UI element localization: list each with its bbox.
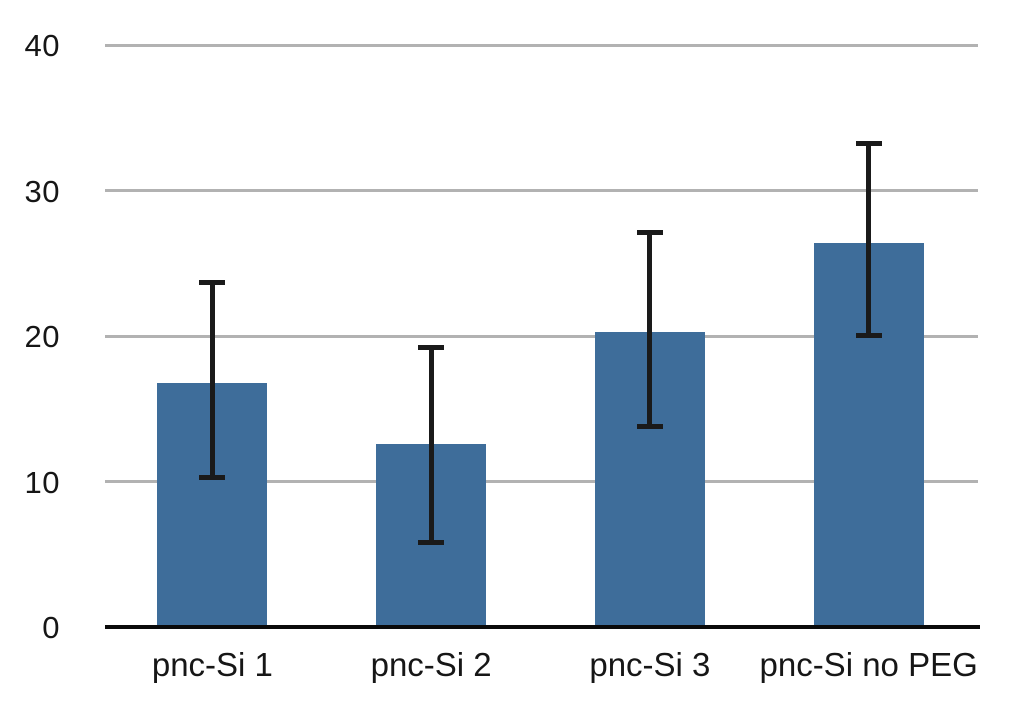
x-tick-label: pnc-Si no PEG — [759, 646, 978, 683]
x-tick-label: pnc-Si 1 — [151, 646, 273, 683]
y-tick-label: 20 — [24, 319, 60, 354]
error-bar-cap-top — [199, 279, 226, 285]
error-bar-cap-top — [855, 141, 882, 147]
y-gridline — [105, 480, 978, 483]
error-bar-cap-bottom — [855, 333, 882, 339]
error-bar-cap-top — [418, 345, 445, 351]
y-tick-label: 0 — [42, 610, 60, 645]
y-tick-label: 10 — [24, 464, 60, 500]
y-gridline — [105, 334, 978, 338]
error-bar-cap-bottom — [418, 540, 445, 546]
error-bar-cap-top — [636, 230, 663, 236]
y-tick-label: 30 — [24, 173, 60, 209]
error-bar-line — [866, 142, 872, 338]
error-bar-line — [209, 280, 215, 479]
x-tick-label: pnc-Si 2 — [370, 646, 492, 683]
x-axis-line — [105, 625, 980, 629]
y-gridline — [105, 189, 978, 192]
error-bar-cap-bottom — [636, 423, 663, 429]
y-tick-label: 40 — [24, 28, 60, 63]
error-bar-line — [647, 231, 653, 428]
error-bar-cap-bottom — [199, 474, 226, 480]
y-gridline — [105, 43, 978, 47]
error-bar-line — [428, 346, 434, 545]
x-tick-label: pnc-Si 3 — [589, 646, 711, 683]
